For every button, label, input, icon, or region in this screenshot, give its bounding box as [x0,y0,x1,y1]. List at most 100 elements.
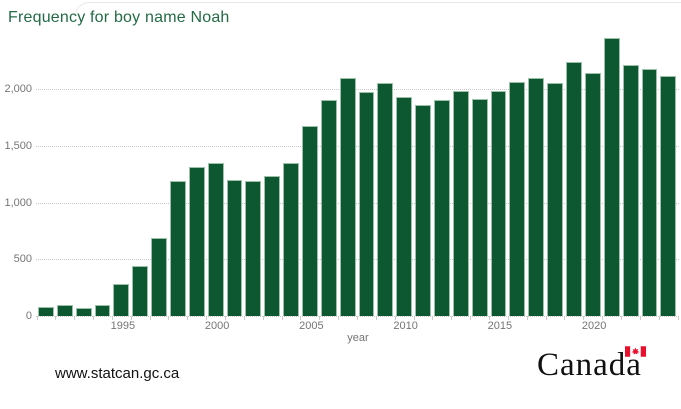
x-axis-tick [658,316,660,320]
bar-slot-1997 [151,30,170,316]
bar-2009[interactable] [377,82,394,316]
x-axis-tick [470,316,472,320]
bar-slot-2023 [641,30,661,316]
y-tick-label-500: 500 [13,253,32,266]
bar-2014[interactable] [471,98,488,316]
bar-2007[interactable] [339,78,356,316]
bar-slot-2007 [339,30,359,316]
bar-1995[interactable] [113,283,130,316]
x-axis-tick [187,316,189,320]
x-axis-title: year [347,332,369,344]
bar-1992[interactable] [56,305,73,316]
bar-slot-2017 [528,30,547,316]
bar-slot-1998 [170,30,189,316]
bar-slot-2012 [434,30,453,316]
x-axis-tick [507,316,509,320]
bar-slot-2002 [245,30,264,316]
bar-2000[interactable] [207,162,224,316]
x-axis-tick [639,316,641,320]
bar-2008[interactable] [358,91,375,316]
bar-2015[interactable] [490,91,507,316]
x-axis-tick [281,316,283,320]
bar-2011[interactable] [415,104,432,316]
x-axis-tick [451,316,453,320]
x-axis-tick [319,316,321,320]
bar-2018[interactable] [547,83,564,316]
bar-slot-2004 [283,30,302,316]
bar-slot-2019 [566,30,585,316]
bar-slot-2005 [302,30,321,316]
bar-2016[interactable] [509,81,526,316]
x-tick-label-2005: 2005 [299,320,324,332]
bar-1998[interactable] [170,181,186,316]
canada-wordmark-text: Canada [537,347,642,383]
bar-slot-2010 [396,30,415,316]
bar-2021[interactable] [603,37,620,316]
bar-2017[interactable] [528,77,545,316]
bar-1991[interactable] [38,306,54,316]
bar-slot-2013 [452,30,472,316]
gridline-500 [36,259,679,261]
x-axis-tick [564,316,566,320]
y-tick-label-0: 0 [25,310,32,322]
bar-slot-1993 [75,30,95,316]
gridline-1000 [36,202,679,204]
x-axis-tick [36,316,38,320]
bar-2003[interactable] [264,175,281,316]
bar-slot-2006 [320,30,340,316]
bar-slot-2011 [415,30,434,316]
bar-2023[interactable] [641,68,658,316]
canada-wordmark: Canada [537,346,646,383]
bar-slot-2024 [660,30,679,316]
bars-container [38,30,679,316]
y-tick-label-2000: 2,000 [4,83,32,96]
x-axis-tick [262,316,264,320]
x-axis-tick [111,316,113,320]
bar-slot-2014 [471,30,491,316]
x-axis-tick [583,316,585,320]
bar-1993[interactable] [75,307,92,316]
bar-slot-2021 [603,30,623,316]
x-axis-tick [130,316,132,320]
bar-1996[interactable] [132,265,149,316]
x-axis-tick [432,316,434,320]
bar-2002[interactable] [245,180,262,316]
bar-slot-1995 [113,30,132,316]
bar-slot-2000 [207,30,227,316]
x-axis-tick [243,316,245,320]
bar-2024[interactable] [660,76,677,316]
x-tick-label-2000: 2000 [204,320,230,332]
x-axis-tick [74,316,76,320]
bar-2001[interactable] [226,180,243,316]
x-tick-label-2020: 2020 [581,320,607,332]
x-axis-tick [357,316,358,320]
x-axis-tick [168,316,170,320]
x-axis-tick [93,316,95,320]
bar-2019[interactable] [566,62,582,316]
bar-chart: 0 500 1,000 1,500 2,000 1995 2000 2005 2010 2015… [4,30,679,344]
bar-2004[interactable] [283,163,300,316]
x-axis-tick [677,316,679,320]
x-axis-tick [149,316,151,320]
statcan-url: www.statcan.gc.ca [55,365,180,382]
bar-2012[interactable] [434,99,450,316]
x-tick-label-2010: 2010 [393,320,418,332]
bar-2005[interactable] [302,126,318,316]
x-axis-tick [413,316,415,320]
bar-slot-1991 [38,30,57,316]
bar-2013[interactable] [452,91,469,316]
bar-slot-2015 [490,30,510,316]
x-axis-tick [488,316,490,320]
y-tick-label-1000: 1,000 [4,196,32,209]
chart-title: Frequency for boy name Noah [8,9,230,26]
bar-1994[interactable] [94,304,111,316]
bar-slot-1996 [132,30,151,316]
x-tick-label-2015: 2015 [487,320,513,332]
bar-1997[interactable] [151,238,168,316]
bar-1999[interactable] [188,166,205,316]
bar-2022[interactable] [622,64,639,316]
x-axis-tick [375,316,377,320]
bar-2010[interactable] [396,97,413,316]
bar-2006[interactable] [320,99,337,316]
bar-2020[interactable] [584,73,601,316]
